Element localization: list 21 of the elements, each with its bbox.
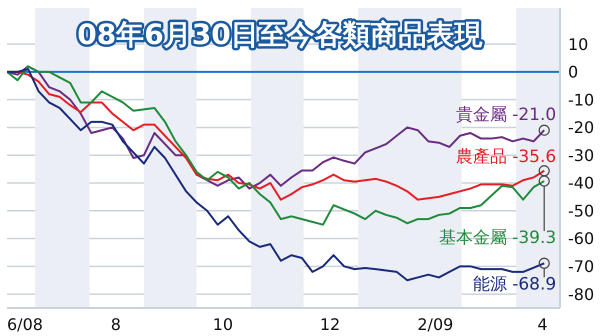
annotation: 基本金屬 -39.3 xyxy=(438,228,556,248)
y-tick-label: 10 xyxy=(568,34,588,54)
annotation: 農產品 -35.6 xyxy=(456,146,556,167)
y-tick-label: -70 xyxy=(568,257,594,276)
x-tick-label: 2/09 xyxy=(417,315,454,334)
x-tick-label: 12 xyxy=(320,315,340,334)
x-tick-label: 8 xyxy=(110,315,121,334)
chart-title: 08年6月30日至今各類商品表現 xyxy=(77,18,484,51)
y-tick-label: -20 xyxy=(568,118,594,138)
annotation: 貴金屬 -21.0 xyxy=(456,105,556,126)
y-tick-label: -50 xyxy=(568,201,594,220)
y-tick-label: -30 xyxy=(568,146,594,165)
x-tick-label: 10 xyxy=(212,315,234,334)
x-tick-label: 4 xyxy=(537,315,548,334)
y-tick-label: -60 xyxy=(568,229,594,248)
y-tick-label: -80 xyxy=(568,284,594,304)
y-tick-label: -40 xyxy=(568,174,594,193)
annotation: 能源 -68.9 xyxy=(472,274,556,294)
y-tick-label: 0 xyxy=(568,62,578,82)
y-tick-label: -10 xyxy=(568,90,594,110)
x-tick-label: 6/08 xyxy=(7,315,43,334)
